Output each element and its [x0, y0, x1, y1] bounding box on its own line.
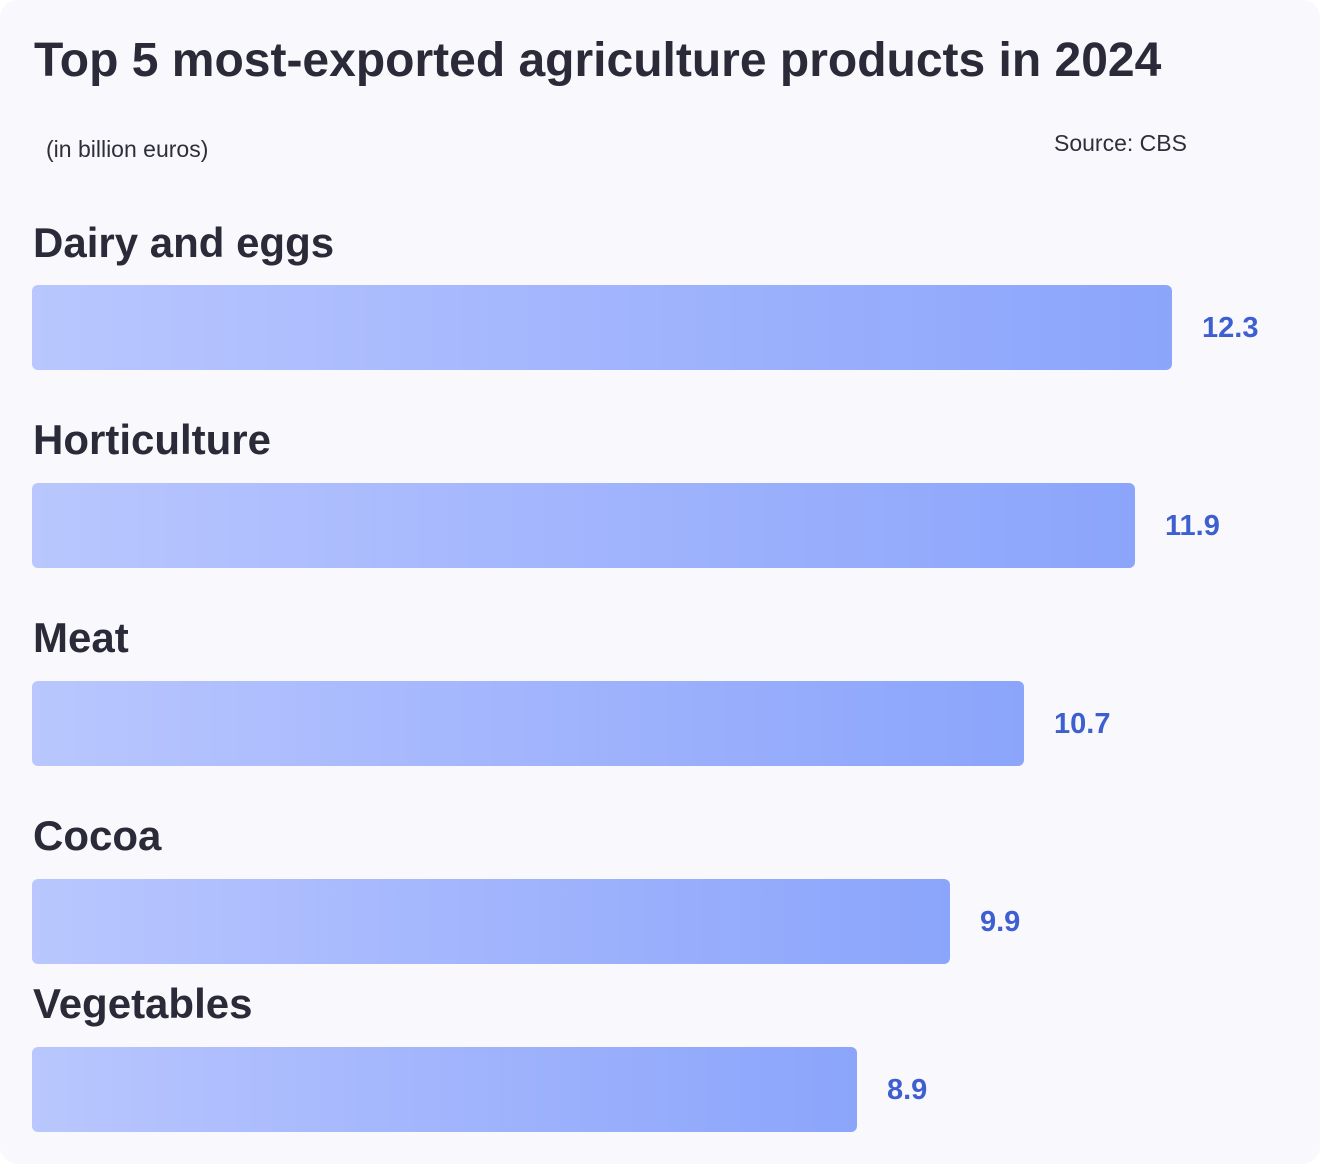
value-label: 9.9: [980, 905, 1021, 938]
category-label: Cocoa: [33, 812, 162, 859]
value-label: 11.9: [1165, 509, 1220, 542]
value-label: 8.9: [887, 1073, 928, 1106]
category-label: Dairy and eggs: [33, 219, 335, 266]
category-label: Vegetables: [33, 980, 253, 1027]
category-label: Horticulture: [33, 416, 272, 463]
bar: [32, 879, 950, 964]
source-label: Source: CBS: [1054, 130, 1187, 156]
bar: [32, 1047, 857, 1132]
bar: [32, 483, 1135, 568]
bar: [32, 285, 1172, 370]
value-label: 12.3: [1202, 311, 1259, 344]
value-label: 10.7: [1054, 707, 1111, 740]
bar: [32, 681, 1024, 766]
chart-title: Top 5 most-exported agriculture products…: [34, 34, 1162, 87]
category-label: Meat: [33, 614, 129, 661]
unit-label: (in billion euros): [46, 136, 209, 162]
